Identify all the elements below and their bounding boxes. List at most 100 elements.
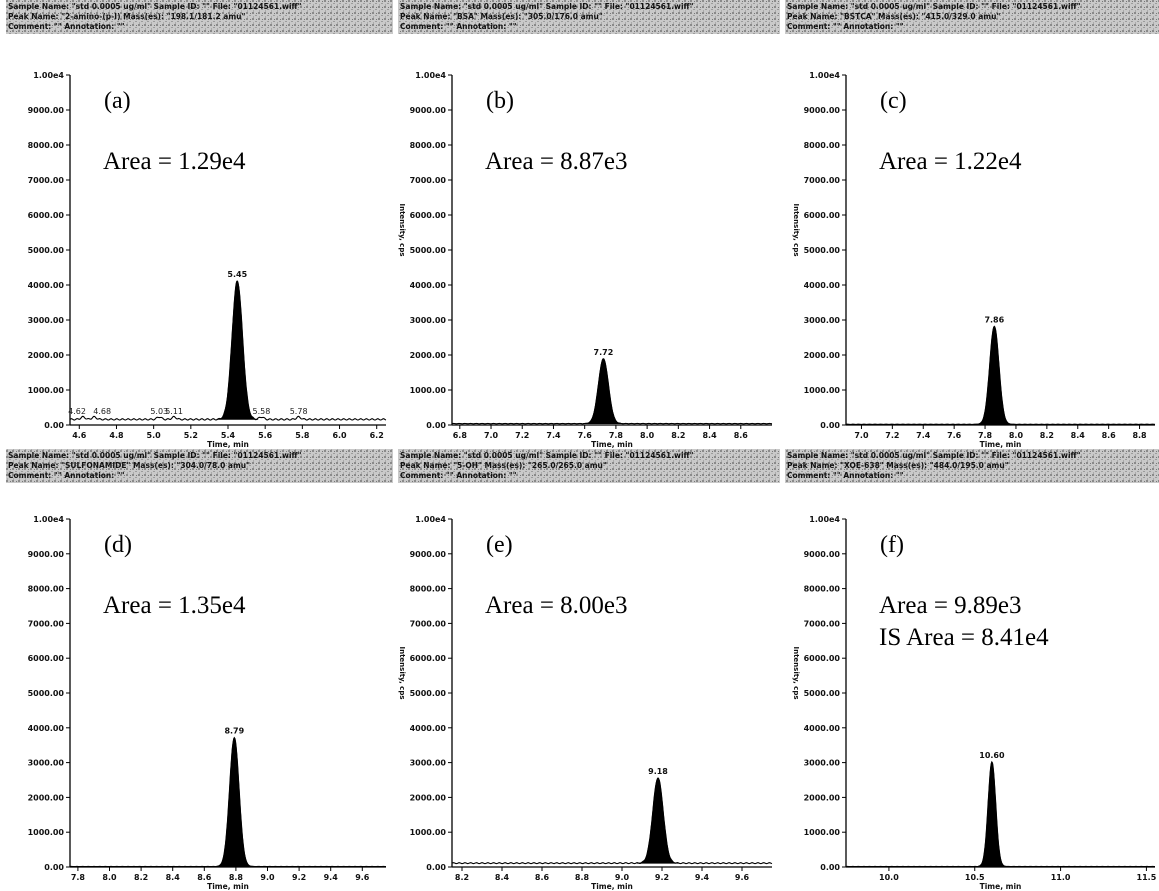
area-annotation: Area = 1.35e4 <box>103 592 246 619</box>
chromatogram-panel: 0.00 1000.00 2000.00 3000.00 4000.00 5000.00 6… <box>792 71 1156 449</box>
header-background <box>398 449 780 483</box>
header-strip: Sample Name: "std 0.0005 ug/ml" Sample I… <box>785 0 1159 34</box>
x-tick-label: 7.6 <box>947 431 962 440</box>
x-tick-label: 8.6 <box>734 431 749 440</box>
header-line: Sample Name: "std 0.0005 ug/ml" Sample I… <box>787 451 1081 460</box>
x-tick-label: 10.5 <box>965 873 985 882</box>
x-tick-label: 9.6 <box>735 873 750 882</box>
y-tick-label: 1.00e4 <box>809 71 840 80</box>
x-tick-label: 9.2 <box>292 873 306 882</box>
y-tick-label: 1000.00 <box>28 386 65 395</box>
y-tick-label: 7000.00 <box>804 619 841 628</box>
y-tick-label: 3000.00 <box>410 316 447 325</box>
y-axis-title: Intensity, cps <box>398 646 406 699</box>
y-tick-label: 2000.00 <box>804 793 841 802</box>
header-strip: Sample Name: "std 0.0005 ug/ml" Sample I… <box>6 0 393 34</box>
x-tick-label: 8.2 <box>1040 431 1054 440</box>
y-tick-label: 8000.00 <box>28 585 65 594</box>
x-tick-label: 8.2 <box>455 873 469 882</box>
y-tick-label: 9000.00 <box>28 550 65 559</box>
y-tick-label: 1000.00 <box>28 828 65 837</box>
y-tick-label: 8000.00 <box>804 585 841 594</box>
chromatogram-panel: 0.00 1000.00 2000.00 3000.00 4000.00 5000.00 6… <box>398 515 773 891</box>
x-tick-label: 8.0 <box>102 873 117 882</box>
x-tick-label: 7.0 <box>484 431 499 440</box>
y-tick-label: 0.00 <box>820 863 840 872</box>
x-tick-label: 7.2 <box>885 431 899 440</box>
x-tick-label: 7.4 <box>916 431 931 440</box>
header-strip: Sample Name: "std 0.0005 ug/ml" Sample I… <box>6 449 393 483</box>
x-axis-title: Time, min <box>207 882 249 891</box>
y-tick-label: 7000.00 <box>410 176 447 185</box>
x-tick-label: 5.4 <box>221 431 236 440</box>
peak-rt-label: 8.79 <box>224 727 244 736</box>
y-tick-label: 1000.00 <box>410 828 447 837</box>
panel-letter: (a) <box>104 88 131 114</box>
y-tick-label: 2000.00 <box>410 351 447 360</box>
header-line: Peak Name: "2-amino-(p-I) Mass(es): "198… <box>8 12 246 21</box>
y-tick-label: 1.00e4 <box>415 515 446 524</box>
header-line: Peak Name: "SULFONAMIDE" Mass(es): "304.… <box>8 461 250 470</box>
x-tick-label: 6.0 <box>332 431 347 440</box>
header-line: Comment: "" Annotation: "" <box>8 22 125 31</box>
header-line: Comment: "" Annotation: "" <box>8 471 125 480</box>
peak-rt-label: 10.60 <box>979 751 1005 760</box>
y-tick-label: 8000.00 <box>804 141 841 150</box>
y-tick-label: 3000.00 <box>28 316 65 325</box>
y-tick-label: 6000.00 <box>28 654 65 663</box>
x-tick-label: 9.2 <box>655 873 669 882</box>
y-tick-label: 3000.00 <box>410 759 447 768</box>
minor-peak-label: 5.58 <box>253 407 271 416</box>
header-line: Peak Name: "BSA" Mass(es): "305.0/176.0 … <box>400 12 603 21</box>
y-tick-label: 0.00 <box>426 863 446 872</box>
y-tick-label: 1000.00 <box>804 386 841 395</box>
y-tick-label: 1.00e4 <box>33 71 64 80</box>
integrated-peak <box>636 777 680 864</box>
x-tick-label: 9.6 <box>355 873 370 882</box>
header-line: Comment: "" Annotation: "" <box>400 471 517 480</box>
chromatogram-trace <box>845 760 1155 868</box>
x-tick-label: 4.8 <box>109 431 124 440</box>
x-tick-label: 8.8 <box>575 873 590 882</box>
y-tick-label: 1000.00 <box>804 828 841 837</box>
y-tick-label: 0.00 <box>44 421 64 430</box>
y-tick-label: 7000.00 <box>28 176 65 185</box>
y-tick-label: 1.00e4 <box>809 515 840 524</box>
x-tick-label: 7.0 <box>854 431 869 440</box>
y-tick-label: 8000.00 <box>28 141 65 150</box>
x-tick-label: 8.6 <box>197 873 212 882</box>
minor-peak-label: 5.03 <box>150 407 168 416</box>
y-tick-label: 3000.00 <box>804 316 841 325</box>
minor-peak-label: 5.11 <box>165 407 183 416</box>
x-tick-label: 8.6 <box>535 873 550 882</box>
x-tick-label: 7.2 <box>515 431 529 440</box>
x-tick-label: 7.6 <box>578 431 593 440</box>
y-tick-label: 6000.00 <box>410 654 447 663</box>
header-background <box>785 0 1159 34</box>
header-line: Sample Name: "std 0.0005 ug/ml" Sample I… <box>400 2 694 11</box>
y-tick-label: 6000.00 <box>804 654 841 663</box>
x-tick-label: 7.8 <box>609 431 624 440</box>
y-tick-label: 7000.00 <box>410 619 447 628</box>
x-tick-label: 5.8 <box>295 431 310 440</box>
y-tick-label: 6000.00 <box>410 211 447 220</box>
header-line: Peak Name: "BSTCA" Mass(es): "415.0/329.… <box>787 12 1000 21</box>
y-tick-label: 5000.00 <box>804 246 841 255</box>
x-axis-title: Time, min <box>980 440 1022 449</box>
x-axis-title: Time, min <box>980 882 1022 891</box>
panel-letter: (e) <box>486 532 513 558</box>
chromatogram-panel: 0.00 1000.00 2000.00 3000.00 4000.00 5000.00 6… <box>398 71 773 449</box>
x-tick-label: 6.2 <box>370 431 384 440</box>
x-tick-label: 8.2 <box>671 431 685 440</box>
header-strip: Sample Name: "std 0.0005 ug/ml" Sample I… <box>785 449 1159 483</box>
header-strip: Sample Name: "std 0.0005 ug/ml" Sample I… <box>398 449 780 483</box>
integrated-peak <box>215 737 254 867</box>
y-tick-label: 3000.00 <box>28 759 65 768</box>
x-tick-label: 8.2 <box>134 873 148 882</box>
x-tick-label: 8.4 <box>166 873 181 882</box>
panel-letter: (d) <box>104 532 132 558</box>
integrated-peak <box>976 761 1008 867</box>
integrated-peak <box>583 358 624 424</box>
x-tick-label: 8.6 <box>1102 431 1117 440</box>
header-line: Comment: "" Annotation: "" <box>400 22 517 31</box>
